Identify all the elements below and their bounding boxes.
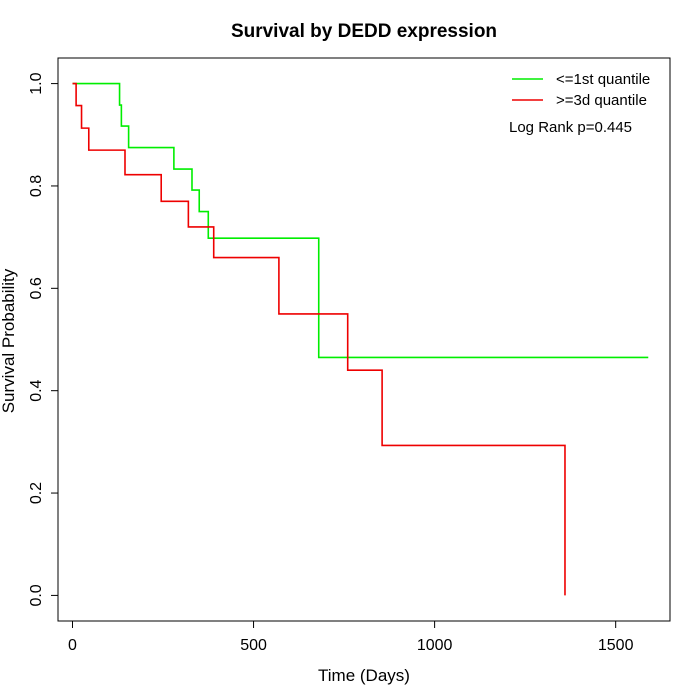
y-tick-label: 0.4 <box>28 379 45 401</box>
y-tick-label: 0.2 <box>28 482 45 504</box>
x-tick-label: 1500 <box>598 637 634 654</box>
legend: <=1st quantile >=3d quantile <box>512 71 650 109</box>
legend-label-low: <=1st quantile <box>556 71 650 88</box>
y-tick-label: 0.0 <box>28 584 45 606</box>
x-tick-label: 500 <box>240 637 267 654</box>
survival-curve-low <box>72 82 649 359</box>
chart-title: Survival by DEDD expression <box>231 21 497 42</box>
x-axis-label: Time (Days) <box>318 666 410 685</box>
legend-label-high: >=3d quantile <box>556 92 647 109</box>
x-tick-label: 1000 <box>417 637 453 654</box>
y-tick-label: 0.6 <box>28 277 45 299</box>
y-tick-label: 0.8 <box>28 175 45 197</box>
y-axis: 0.0 0.2 0.4 0.6 0.8 1.0 <box>28 72 59 607</box>
x-axis: 0 500 1000 1500 <box>68 620 634 654</box>
y-axis-label: Survival Probability <box>0 268 18 413</box>
y-tick-label: 1.0 <box>28 72 45 94</box>
plot-frame <box>57 57 671 622</box>
survival-curve-high <box>72 82 566 596</box>
series-layer <box>72 82 649 596</box>
x-tick-label: 0 <box>68 637 77 654</box>
log-rank-annotation: Log Rank p=0.445 <box>509 119 632 136</box>
